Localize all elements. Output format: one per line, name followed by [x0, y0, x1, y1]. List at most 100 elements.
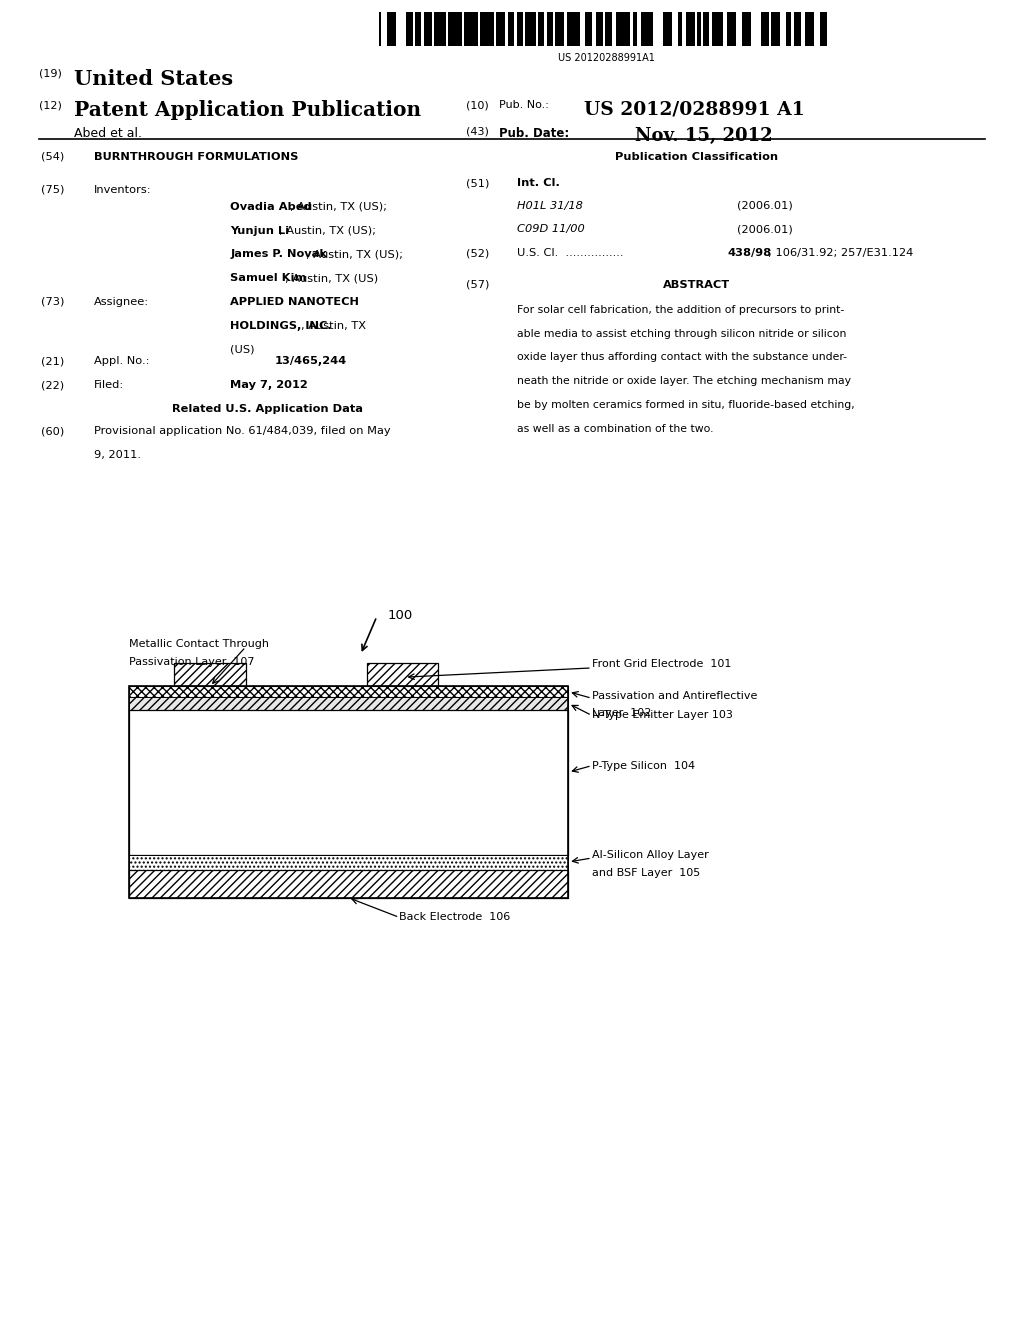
Text: able media to assist etching through silicon nitride or silicon: able media to assist etching through sil… — [517, 329, 847, 339]
Text: (12): (12) — [39, 100, 61, 111]
Bar — [615, 12, 620, 46]
Bar — [558, 12, 564, 46]
Bar — [730, 12, 736, 46]
Bar — [699, 12, 701, 46]
Text: Int. Cl.: Int. Cl. — [517, 178, 560, 189]
Text: Assignee:: Assignee: — [94, 297, 150, 308]
Text: 100: 100 — [387, 610, 413, 622]
Text: For solar cell fabrication, the addition of precursors to print-: For solar cell fabrication, the addition… — [517, 305, 845, 315]
Bar — [578, 12, 580, 46]
Text: (2006.01): (2006.01) — [737, 201, 793, 211]
Bar — [549, 12, 553, 46]
Bar — [805, 12, 808, 46]
Text: Related U.S. Application Data: Related U.S. Application Data — [172, 404, 364, 414]
Bar — [691, 12, 695, 46]
Text: APPLIED NANOTECH: APPLIED NANOTECH — [230, 297, 359, 308]
Text: Samuel Kim: Samuel Kim — [230, 273, 307, 284]
Text: Pub. No.:: Pub. No.: — [499, 100, 549, 111]
Text: HOLDINGS, INC.: HOLDINGS, INC. — [230, 321, 332, 331]
Bar — [430, 12, 432, 46]
Bar — [727, 12, 730, 46]
Bar — [741, 12, 745, 46]
Bar — [387, 12, 390, 46]
Text: (21): (21) — [41, 356, 65, 367]
Bar — [129, 870, 568, 898]
Bar — [697, 12, 699, 46]
Text: as well as a combination of the two.: as well as a combination of the two. — [517, 424, 714, 434]
Bar — [774, 12, 780, 46]
Text: , Austin, TX (US);: , Austin, TX (US); — [280, 226, 376, 236]
Bar — [819, 12, 825, 46]
Bar — [712, 12, 718, 46]
Bar — [763, 12, 769, 46]
Text: (51): (51) — [466, 178, 489, 189]
Text: Front Grid Electrode  101: Front Grid Electrode 101 — [592, 659, 731, 669]
Text: , Austin, TX (US);: , Austin, TX (US); — [290, 202, 387, 213]
Bar — [633, 12, 635, 46]
Bar — [703, 12, 706, 46]
Bar — [390, 12, 396, 46]
Bar — [761, 12, 763, 46]
Bar — [174, 663, 246, 686]
Bar — [508, 12, 512, 46]
Bar — [680, 12, 682, 46]
Bar — [530, 12, 537, 46]
Bar — [771, 12, 774, 46]
Text: (57): (57) — [466, 280, 489, 290]
Text: Inventors:: Inventors: — [94, 185, 152, 195]
Bar — [129, 686, 568, 898]
Text: Nov. 15, 2012: Nov. 15, 2012 — [635, 127, 772, 145]
Text: Pub. Date:: Pub. Date: — [499, 127, 569, 140]
Bar — [620, 12, 630, 46]
Text: BURNTHROUGH FORMULATIONS: BURNTHROUGH FORMULATIONS — [94, 152, 299, 162]
Text: United States: United States — [74, 69, 232, 88]
Bar — [129, 855, 568, 870]
Bar — [542, 12, 544, 46]
Text: oxide layer thus affording contact with the substance under-: oxide layer thus affording contact with … — [517, 352, 847, 363]
Bar — [407, 12, 410, 46]
Text: neath the nitride or oxide layer. The etching mechanism may: neath the nitride or oxide layer. The et… — [517, 376, 851, 387]
Text: Publication Classification: Publication Classification — [614, 152, 778, 162]
Text: Appl. No.:: Appl. No.: — [94, 356, 150, 367]
Bar — [524, 12, 530, 46]
Bar — [517, 12, 519, 46]
Bar — [635, 12, 637, 46]
Bar — [468, 12, 478, 46]
Bar — [539, 12, 542, 46]
Text: , Austin, TX (US): , Austin, TX (US) — [285, 273, 378, 284]
Text: Yunjun Li: Yunjun Li — [230, 226, 290, 236]
Text: P-Type Silicon  104: P-Type Silicon 104 — [592, 760, 695, 771]
Bar — [555, 12, 558, 46]
Bar — [480, 12, 483, 46]
Bar — [464, 12, 468, 46]
Bar — [599, 12, 602, 46]
Bar — [410, 12, 413, 46]
Text: (54): (54) — [41, 152, 65, 162]
Text: (19): (19) — [39, 69, 61, 79]
Text: Passivation and Antireflective: Passivation and Antireflective — [592, 690, 757, 701]
Text: Abed et al.: Abed et al. — [74, 127, 141, 140]
Text: (2006.01): (2006.01) — [737, 224, 793, 235]
Bar — [449, 12, 452, 46]
Text: , Austin, TX: , Austin, TX — [301, 321, 366, 331]
Bar — [379, 12, 381, 46]
Text: Provisional application No. 61/484,039, filed on May: Provisional application No. 61/484,039, … — [94, 426, 391, 437]
Bar — [794, 12, 796, 46]
Bar — [664, 12, 669, 46]
Bar — [367, 663, 438, 686]
Bar — [604, 12, 606, 46]
Bar — [424, 12, 430, 46]
Bar — [718, 12, 723, 46]
Text: (43): (43) — [466, 127, 488, 137]
Bar — [129, 710, 568, 855]
Text: , Austin, TX (US);: , Austin, TX (US); — [306, 249, 403, 260]
Bar — [589, 12, 592, 46]
Text: Passivation Layer  107: Passivation Layer 107 — [129, 657, 255, 668]
Text: ABSTRACT: ABSTRACT — [663, 280, 730, 290]
Bar — [512, 12, 514, 46]
Bar — [678, 12, 680, 46]
Text: Al-Silicon Alloy Layer: Al-Silicon Alloy Layer — [592, 850, 709, 861]
Text: James P. Novak: James P. Novak — [230, 249, 328, 260]
Bar — [417, 12, 421, 46]
Bar — [643, 12, 653, 46]
